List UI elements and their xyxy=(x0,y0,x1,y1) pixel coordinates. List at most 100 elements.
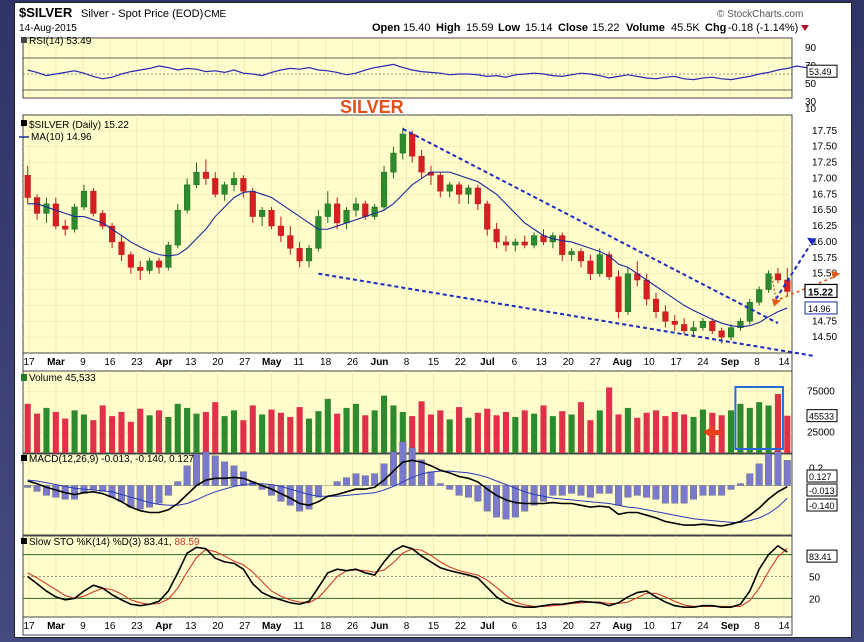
price-legend-icon xyxy=(21,120,27,126)
macd-hist-bar xyxy=(408,447,416,486)
volume-bar xyxy=(512,416,519,453)
macd-hist-bar xyxy=(502,485,510,520)
close-tag-label: 15.22 xyxy=(808,287,833,298)
x-tick-label: 8 xyxy=(404,357,410,368)
candle-body xyxy=(746,301,753,322)
volume-bar xyxy=(324,398,331,453)
volume-bar xyxy=(559,411,566,453)
macd-hist-bar xyxy=(783,460,791,486)
x-tick-label: 16 xyxy=(104,621,116,632)
candle-body xyxy=(531,235,538,246)
macd-line-label: -0.013 xyxy=(809,486,835,496)
candle-body xyxy=(399,133,406,154)
candle-body xyxy=(212,178,219,195)
candle-body xyxy=(624,273,631,312)
x-tick-label: Jun xyxy=(371,357,389,368)
volume-bar xyxy=(456,407,463,453)
candle-body xyxy=(184,184,191,211)
price-panel-bg xyxy=(22,114,793,354)
price-tick-label: 14.75 xyxy=(812,316,837,327)
macd-hist-bar xyxy=(211,455,219,486)
x-tick-label: 22 xyxy=(455,621,467,632)
volume-legend-icon xyxy=(21,374,27,381)
ma-line xyxy=(27,171,788,328)
x-tick-label: Mar xyxy=(47,621,65,632)
x-tick-label: 27 xyxy=(239,357,251,368)
candle-body xyxy=(343,209,350,224)
macd-hist-bar xyxy=(727,485,735,490)
candle-body xyxy=(174,209,181,246)
candle-body xyxy=(127,254,134,268)
macd-hist-bar xyxy=(202,451,210,486)
macd-title-text: MACD(12,26,9) -0.013, -0.140, 0.127 xyxy=(29,454,195,465)
candle-body xyxy=(193,171,200,186)
x-tick-label: 11 xyxy=(293,357,304,368)
x-tick-label: Jul xyxy=(480,357,495,368)
macd-hist-bar xyxy=(361,475,369,486)
rsi-tick-label: 90 xyxy=(805,43,817,54)
silver-annotation: SILVER xyxy=(340,97,404,117)
blue-projection-line xyxy=(775,244,811,300)
macd-hist-bar xyxy=(605,485,613,494)
high-value: 15.59 xyxy=(466,22,494,34)
candle-body xyxy=(287,235,294,249)
x-tick-label: 17 xyxy=(23,621,35,632)
x-tick-label: May xyxy=(262,621,282,632)
volume-bar xyxy=(99,405,106,453)
price-tick-label: 16.00 xyxy=(812,237,837,248)
candle-body xyxy=(230,178,238,186)
macd-hist-bar xyxy=(699,485,707,496)
macd-hist-bar xyxy=(643,485,651,498)
volume-bar xyxy=(746,407,753,453)
macd-hist-bar xyxy=(333,481,341,486)
macd-hist-bar xyxy=(455,485,463,496)
candle-body xyxy=(484,203,491,230)
price-tick-label: 14.50 xyxy=(812,332,837,343)
volume-bar xyxy=(80,414,88,453)
x-tick-label: 9 xyxy=(80,621,86,632)
candle-body xyxy=(512,241,519,246)
macd-hist-bar xyxy=(427,471,435,486)
price-tick-label: 17.75 xyxy=(812,126,837,137)
x-tick-label: 20 xyxy=(212,621,224,632)
x-tick-label: 8 xyxy=(754,357,760,368)
orange-small-arrow-icon xyxy=(771,298,781,307)
volume-bar xyxy=(24,403,31,453)
candle-body xyxy=(418,156,425,173)
volume-tick-label: 75000 xyxy=(807,387,835,398)
x-axis-bar-1 xyxy=(22,616,793,636)
volume-bar xyxy=(221,416,228,453)
x-tick-label: 10 xyxy=(644,357,656,368)
macd-hist-bar xyxy=(146,485,154,508)
volume-highlight-box xyxy=(734,386,784,450)
x-tick-label: 13 xyxy=(536,621,548,632)
volume-title: Volume 45,533 xyxy=(21,373,96,384)
rsi-panel-bg xyxy=(22,37,793,99)
volume-bar xyxy=(34,413,41,453)
macd-signal-line xyxy=(27,470,788,523)
candle-body xyxy=(305,248,313,262)
macd-hist-bar xyxy=(540,485,547,502)
volume-bar xyxy=(502,412,510,453)
macd-hist-bar xyxy=(164,485,172,496)
macd-hist-bar xyxy=(680,485,688,504)
volume-title-text: Volume 45,533 xyxy=(29,373,96,384)
brand-watermark[interactable]: © StockCharts.com xyxy=(717,9,803,20)
macd-title: MACD(12,26,9) -0.013, -0.140, 0.127 xyxy=(21,454,195,465)
price-tick-label: 17.50 xyxy=(812,142,837,153)
candle-body xyxy=(352,203,359,211)
macd-hist-bar xyxy=(71,485,79,500)
macd-hist-bar xyxy=(136,485,144,510)
candle-body xyxy=(268,209,275,227)
candle-body xyxy=(446,184,453,192)
volume-bar xyxy=(249,405,256,453)
candle-body xyxy=(774,273,781,281)
sto-k-line xyxy=(27,544,788,608)
candle-body xyxy=(380,171,388,208)
x-tick-label: 20 xyxy=(212,357,224,368)
volume-bar xyxy=(474,412,481,453)
sto-last-label-box xyxy=(806,549,838,563)
macd-hist-bar xyxy=(493,485,501,518)
macd-hist-bar xyxy=(558,485,566,496)
volume-bar xyxy=(437,410,444,453)
